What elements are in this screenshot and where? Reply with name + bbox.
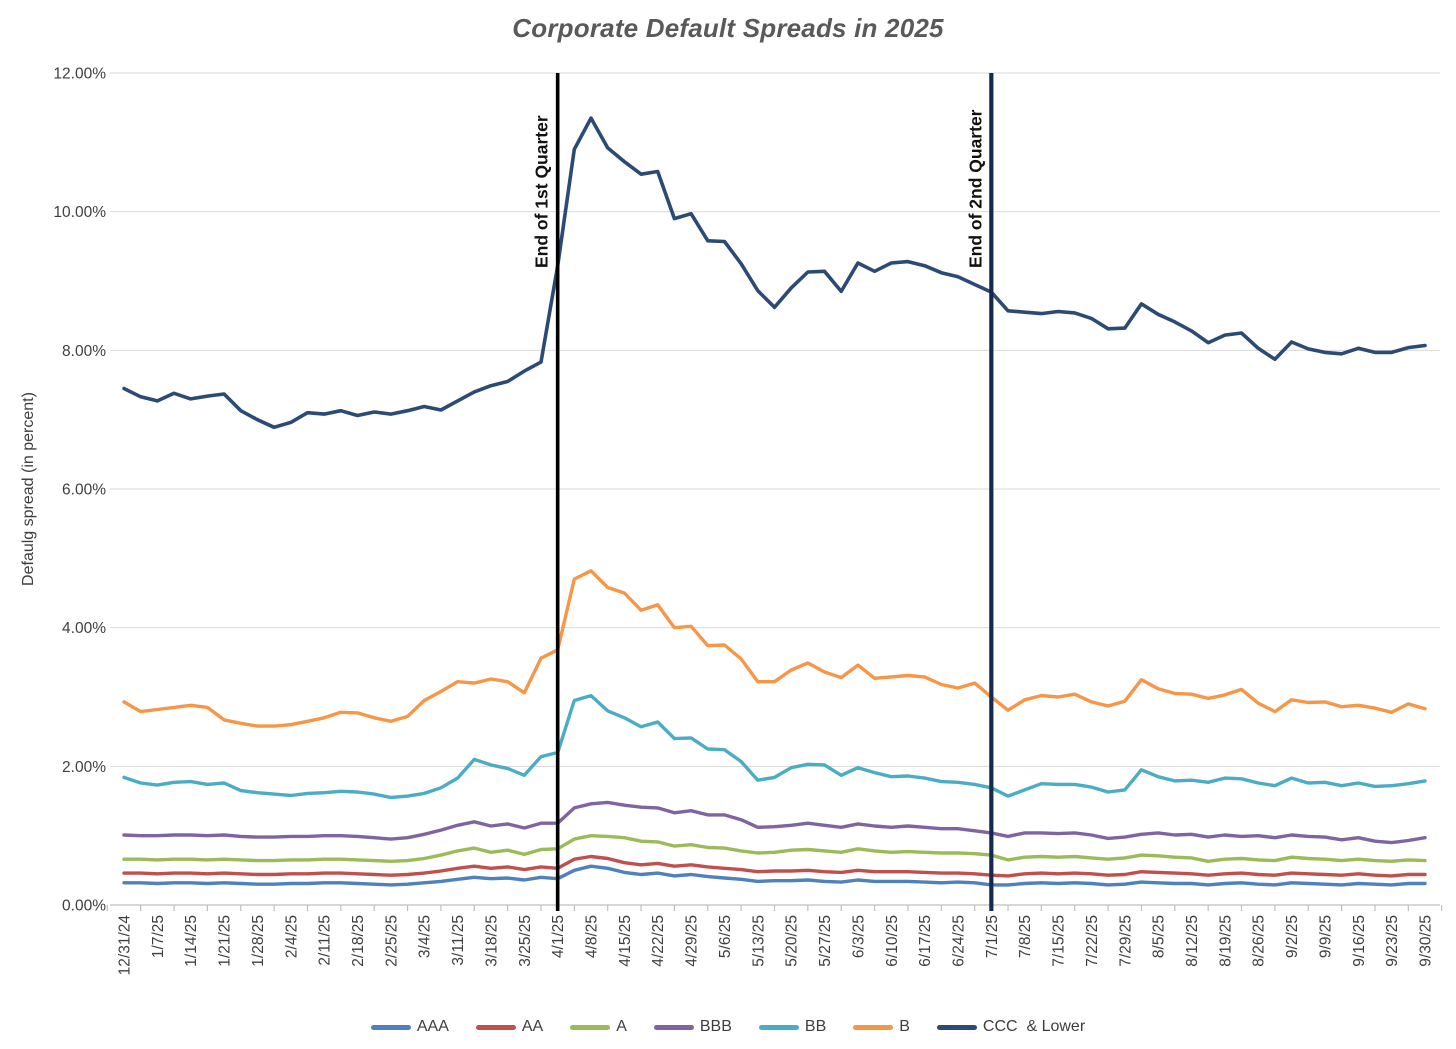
x-tick-label: 6/24/25 [950,915,967,967]
legend-item-aa: AA [475,1018,544,1036]
series-line-a [122,834,1427,863]
legend-item-ccc-lower: CCC & Lower [936,1018,1086,1036]
series-line-aa [122,854,1427,878]
series-line-ccc-lower [122,116,1427,430]
legend-swatch [936,1024,977,1030]
x-tick-label: 5/6/25 [717,915,734,958]
x-tick-label: 7/1/25 [984,915,1001,958]
legend-item-a: A [570,1018,627,1036]
legend-item-bb: BB [758,1018,827,1036]
x-tick-label: 3/25/25 [517,915,534,967]
x-tick-label: 9/16/25 [1351,915,1368,967]
x-tick-label: 12/31/24 [117,915,134,976]
x-tick-label: 5/20/25 [784,915,801,967]
y-tick-label: 8.00% [62,343,106,360]
y-tick-label: 10.00% [53,204,106,221]
x-tick-label: 6/3/25 [850,915,867,958]
x-tick-label: 2/11/25 [317,915,334,966]
x-tick-label: 6/10/25 [884,915,901,967]
x-tick-label: 6/17/25 [917,915,934,967]
x-tick-label: 9/2/25 [1284,915,1301,958]
legend-swatch [370,1024,411,1030]
x-tick-label: 4/8/25 [584,915,601,958]
chart-title: Corporate Default Spreads in 2025 [512,13,944,43]
x-tick-label: 9/23/25 [1384,915,1401,967]
legend-item-aaa: AAA [370,1018,449,1036]
legend-label: AAA [416,1018,449,1035]
x-tick-label: 4/1/25 [550,915,567,958]
y-tick-label: 4.00% [62,620,106,637]
legend-label: BB [804,1018,827,1035]
x-tick-label: 1/14/25 [183,915,200,967]
x-tick-label: 3/4/25 [417,915,434,958]
series-line-aaa [122,864,1427,887]
legend-label: B [899,1018,910,1035]
legend-item-b: B [853,1018,910,1036]
marker-label: End of 2nd Quarter [965,109,985,268]
y-tick-label: 0.00% [62,898,106,915]
series-line-bbb [122,800,1427,845]
x-tick-label: 8/26/25 [1251,915,1268,967]
series-line-bb [122,693,1427,800]
x-tick-label: 9/30/25 [1418,915,1435,967]
x-tick-label: 4/15/25 [617,915,634,967]
x-tick-label: 5/27/25 [817,915,834,967]
legend-swatch [475,1024,516,1030]
x-tick-label: 8/5/25 [1151,915,1168,958]
x-tick-label: 2/25/25 [383,915,400,967]
y-tick-label: 6.00% [62,482,106,499]
x-tick-label: 4/29/25 [684,915,701,967]
x-tick-label: 5/13/25 [750,915,767,967]
x-tick-label: 3/11/25 [450,915,467,966]
x-tick-label: 7/8/25 [1017,915,1034,958]
legend-swatch [570,1024,611,1030]
x-tick-label: 7/29/25 [1117,915,1134,967]
series-line-b [122,569,1427,728]
y-axis-title: Defaulg spread (in percent) [20,392,37,586]
legend-swatch [853,1024,894,1030]
legend-item-bbb: BBB [653,1018,732,1036]
x-tick-label: 4/22/25 [650,915,667,967]
x-tick-label: 1/21/25 [217,915,234,967]
marker-label: End of 1st Quarter [532,115,552,268]
legend-swatch [653,1024,694,1030]
y-tick-label: 2.00% [62,759,106,776]
x-tick-label: 8/12/25 [1184,915,1201,967]
legend-label: AA [521,1018,544,1035]
legend-label: CCC & Lower [982,1018,1086,1035]
x-tick-label: 1/28/25 [250,915,267,967]
x-tick-label: 3/18/25 [483,915,500,967]
x-tick-label: 9/9/25 [1317,915,1334,958]
x-tick-label: 7/15/25 [1051,915,1068,967]
x-tick-label: 8/19/25 [1217,915,1234,967]
legend-label: A [616,1018,627,1035]
x-tick-label: 7/22/25 [1084,915,1101,967]
legend-swatch [758,1024,799,1030]
y-tick-label: 12.00% [53,66,106,83]
legend-label: BBB [699,1018,732,1035]
chart-legend: AAA AA A BBB BB B CCC & Lower [0,1010,1456,1044]
x-tick-label: 2/4/25 [283,915,300,958]
x-tick-label: 2/18/25 [350,915,367,967]
x-tick-label: 1/7/25 [150,915,167,958]
